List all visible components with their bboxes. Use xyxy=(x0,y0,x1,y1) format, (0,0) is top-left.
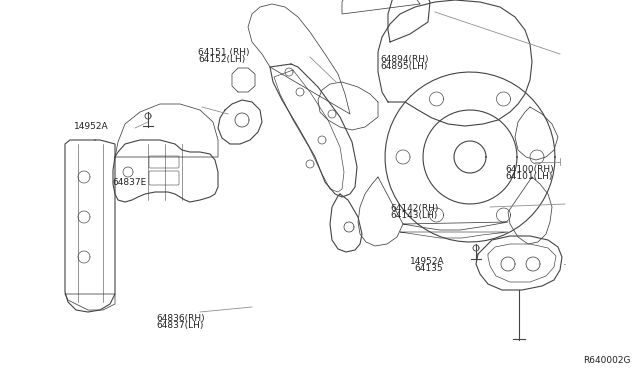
Text: 64836(RH): 64836(RH) xyxy=(157,314,205,323)
Text: 64894(RH): 64894(RH) xyxy=(381,55,429,64)
Text: R640002G: R640002G xyxy=(583,356,630,365)
Text: 64143(LH): 64143(LH) xyxy=(390,211,438,220)
Text: 64151 (RH): 64151 (RH) xyxy=(198,48,250,57)
Text: 64101(LH): 64101(LH) xyxy=(506,172,553,181)
Text: 64135: 64135 xyxy=(415,264,444,273)
Text: 64152(LH): 64152(LH) xyxy=(198,55,246,64)
Text: 14952A: 14952A xyxy=(74,122,108,131)
Text: 64895(LH): 64895(LH) xyxy=(381,62,428,71)
Text: 64837(LH): 64837(LH) xyxy=(157,321,204,330)
Text: 64142(RH): 64142(RH) xyxy=(390,204,439,213)
Text: 64100(RH): 64100(RH) xyxy=(506,165,554,174)
Text: 64837E: 64837E xyxy=(112,178,147,187)
Text: 14952A: 14952A xyxy=(410,257,444,266)
